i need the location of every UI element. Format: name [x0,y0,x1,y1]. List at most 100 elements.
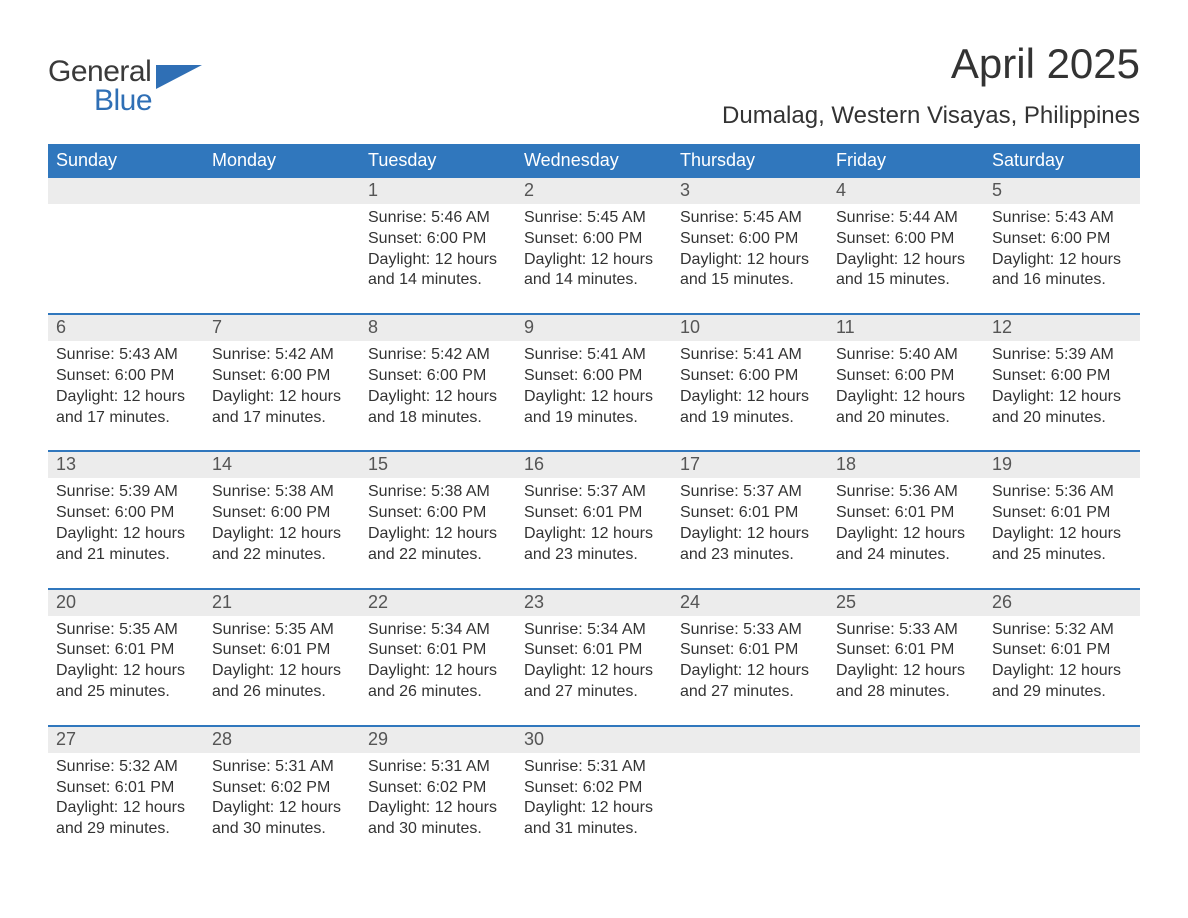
daylight-line: Daylight: 12 hours and 15 minutes. [680,250,820,292]
sunrise-line: Sunrise: 5:32 AM [992,620,1132,641]
sunrise-line: Sunrise: 5:31 AM [524,757,664,778]
sunset-line: Sunset: 6:01 PM [680,503,820,524]
day-number: 9 [516,315,672,341]
daylight-line: Daylight: 12 hours and 17 minutes. [212,387,352,429]
sunset-line: Sunset: 6:00 PM [368,366,508,387]
sunset-line: Sunset: 6:00 PM [56,366,196,387]
week-row: 12345Sunrise: 5:46 AMSunset: 6:00 PMDayl… [48,178,1140,297]
day-number: 22 [360,590,516,616]
day-cell: Sunrise: 5:37 AMSunset: 6:01 PMDaylight:… [672,478,828,571]
day-cell: Sunrise: 5:46 AMSunset: 6:00 PMDaylight:… [360,204,516,297]
flag-icon [156,65,202,95]
header: General Blue April 2025 Dumalag, Western… [48,40,1140,130]
day-cell: Sunrise: 5:41 AMSunset: 6:00 PMDaylight:… [516,341,672,434]
day-cell: Sunrise: 5:37 AMSunset: 6:01 PMDaylight:… [516,478,672,571]
sunrise-line: Sunrise: 5:43 AM [992,208,1132,229]
day-cell: Sunrise: 5:35 AMSunset: 6:01 PMDaylight:… [48,616,204,709]
day-number [204,178,360,204]
day-number: 18 [828,452,984,478]
dow-cell: Wednesday [516,144,672,178]
day-cell: Sunrise: 5:31 AMSunset: 6:02 PMDaylight:… [516,753,672,846]
day-cell: Sunrise: 5:36 AMSunset: 6:01 PMDaylight:… [828,478,984,571]
sunset-line: Sunset: 6:02 PM [212,778,352,799]
daylight-line: Daylight: 12 hours and 28 minutes. [836,661,976,703]
day-cell: Sunrise: 5:36 AMSunset: 6:01 PMDaylight:… [984,478,1140,571]
day-cell: Sunrise: 5:42 AMSunset: 6:00 PMDaylight:… [204,341,360,434]
day-number: 3 [672,178,828,204]
day-number: 1 [360,178,516,204]
day-cell: Sunrise: 5:40 AMSunset: 6:00 PMDaylight:… [828,341,984,434]
calendar-grid: SundayMondayTuesdayWednesdayThursdayFrid… [48,144,1140,846]
day-number: 19 [984,452,1140,478]
daynum-strip: 6789101112 [48,315,1140,341]
sunrise-line: Sunrise: 5:45 AM [680,208,820,229]
sunrise-line: Sunrise: 5:37 AM [680,482,820,503]
day-number: 23 [516,590,672,616]
day-number [984,727,1140,753]
sunset-line: Sunset: 6:01 PM [992,503,1132,524]
day-number: 15 [360,452,516,478]
daylight-line: Daylight: 12 hours and 24 minutes. [836,524,976,566]
day-number [672,727,828,753]
day-cell: Sunrise: 5:31 AMSunset: 6:02 PMDaylight:… [360,753,516,846]
sunrise-line: Sunrise: 5:31 AM [368,757,508,778]
sunrise-line: Sunrise: 5:38 AM [212,482,352,503]
day-cell: Sunrise: 5:44 AMSunset: 6:00 PMDaylight:… [828,204,984,297]
page-title: April 2025 [722,40,1140,88]
day-cell: Sunrise: 5:33 AMSunset: 6:01 PMDaylight:… [828,616,984,709]
sunrise-line: Sunrise: 5:33 AM [836,620,976,641]
location-subtitle: Dumalag, Western Visayas, Philippines [722,102,1140,130]
sunrise-line: Sunrise: 5:37 AM [524,482,664,503]
sunset-line: Sunset: 6:00 PM [524,229,664,250]
sunset-line: Sunset: 6:02 PM [368,778,508,799]
sunset-line: Sunset: 6:00 PM [680,229,820,250]
sunset-line: Sunset: 6:00 PM [368,229,508,250]
day-number: 8 [360,315,516,341]
sunrise-line: Sunrise: 5:41 AM [680,345,820,366]
day-cell: Sunrise: 5:34 AMSunset: 6:01 PMDaylight:… [360,616,516,709]
title-block: April 2025 Dumalag, Western Visayas, Phi… [722,40,1140,130]
day-cell: Sunrise: 5:42 AMSunset: 6:00 PMDaylight:… [360,341,516,434]
dow-cell: Sunday [48,144,204,178]
day-cell: Sunrise: 5:32 AMSunset: 6:01 PMDaylight:… [48,753,204,846]
sunset-line: Sunset: 6:01 PM [212,640,352,661]
sunrise-line: Sunrise: 5:41 AM [524,345,664,366]
daylight-line: Daylight: 12 hours and 21 minutes. [56,524,196,566]
day-cell: Sunrise: 5:43 AMSunset: 6:00 PMDaylight:… [48,341,204,434]
daylight-line: Daylight: 12 hours and 22 minutes. [368,524,508,566]
sunset-line: Sunset: 6:00 PM [212,503,352,524]
daylight-line: Daylight: 12 hours and 30 minutes. [212,798,352,840]
sunset-line: Sunset: 6:01 PM [56,778,196,799]
daylight-line: Daylight: 12 hours and 22 minutes. [212,524,352,566]
day-number: 4 [828,178,984,204]
sunset-line: Sunset: 6:01 PM [524,640,664,661]
daylight-line: Daylight: 12 hours and 25 minutes. [992,524,1132,566]
sunrise-line: Sunrise: 5:39 AM [56,482,196,503]
day-cell: Sunrise: 5:31 AMSunset: 6:02 PMDaylight:… [204,753,360,846]
day-cell: Sunrise: 5:45 AMSunset: 6:00 PMDaylight:… [672,204,828,297]
sunset-line: Sunset: 6:00 PM [992,229,1132,250]
day-number: 12 [984,315,1140,341]
day-number: 17 [672,452,828,478]
sunrise-line: Sunrise: 5:35 AM [56,620,196,641]
dow-cell: Saturday [984,144,1140,178]
sunset-line: Sunset: 6:01 PM [56,640,196,661]
day-cell [672,753,828,846]
dow-cell: Monday [204,144,360,178]
daynum-strip: 12345 [48,178,1140,204]
daylight-line: Daylight: 12 hours and 26 minutes. [368,661,508,703]
day-number: 6 [48,315,204,341]
day-cell [204,204,360,297]
sunrise-line: Sunrise: 5:34 AM [524,620,664,641]
daylight-line: Daylight: 12 hours and 15 minutes. [836,250,976,292]
daylight-line: Daylight: 12 hours and 29 minutes. [992,661,1132,703]
day-number [48,178,204,204]
sunset-line: Sunset: 6:00 PM [992,366,1132,387]
day-number: 2 [516,178,672,204]
day-number: 14 [204,452,360,478]
daylight-line: Daylight: 12 hours and 17 minutes. [56,387,196,429]
day-number: 10 [672,315,828,341]
daylight-line: Daylight: 12 hours and 31 minutes. [524,798,664,840]
day-number: 26 [984,590,1140,616]
daylight-line: Daylight: 12 hours and 26 minutes. [212,661,352,703]
